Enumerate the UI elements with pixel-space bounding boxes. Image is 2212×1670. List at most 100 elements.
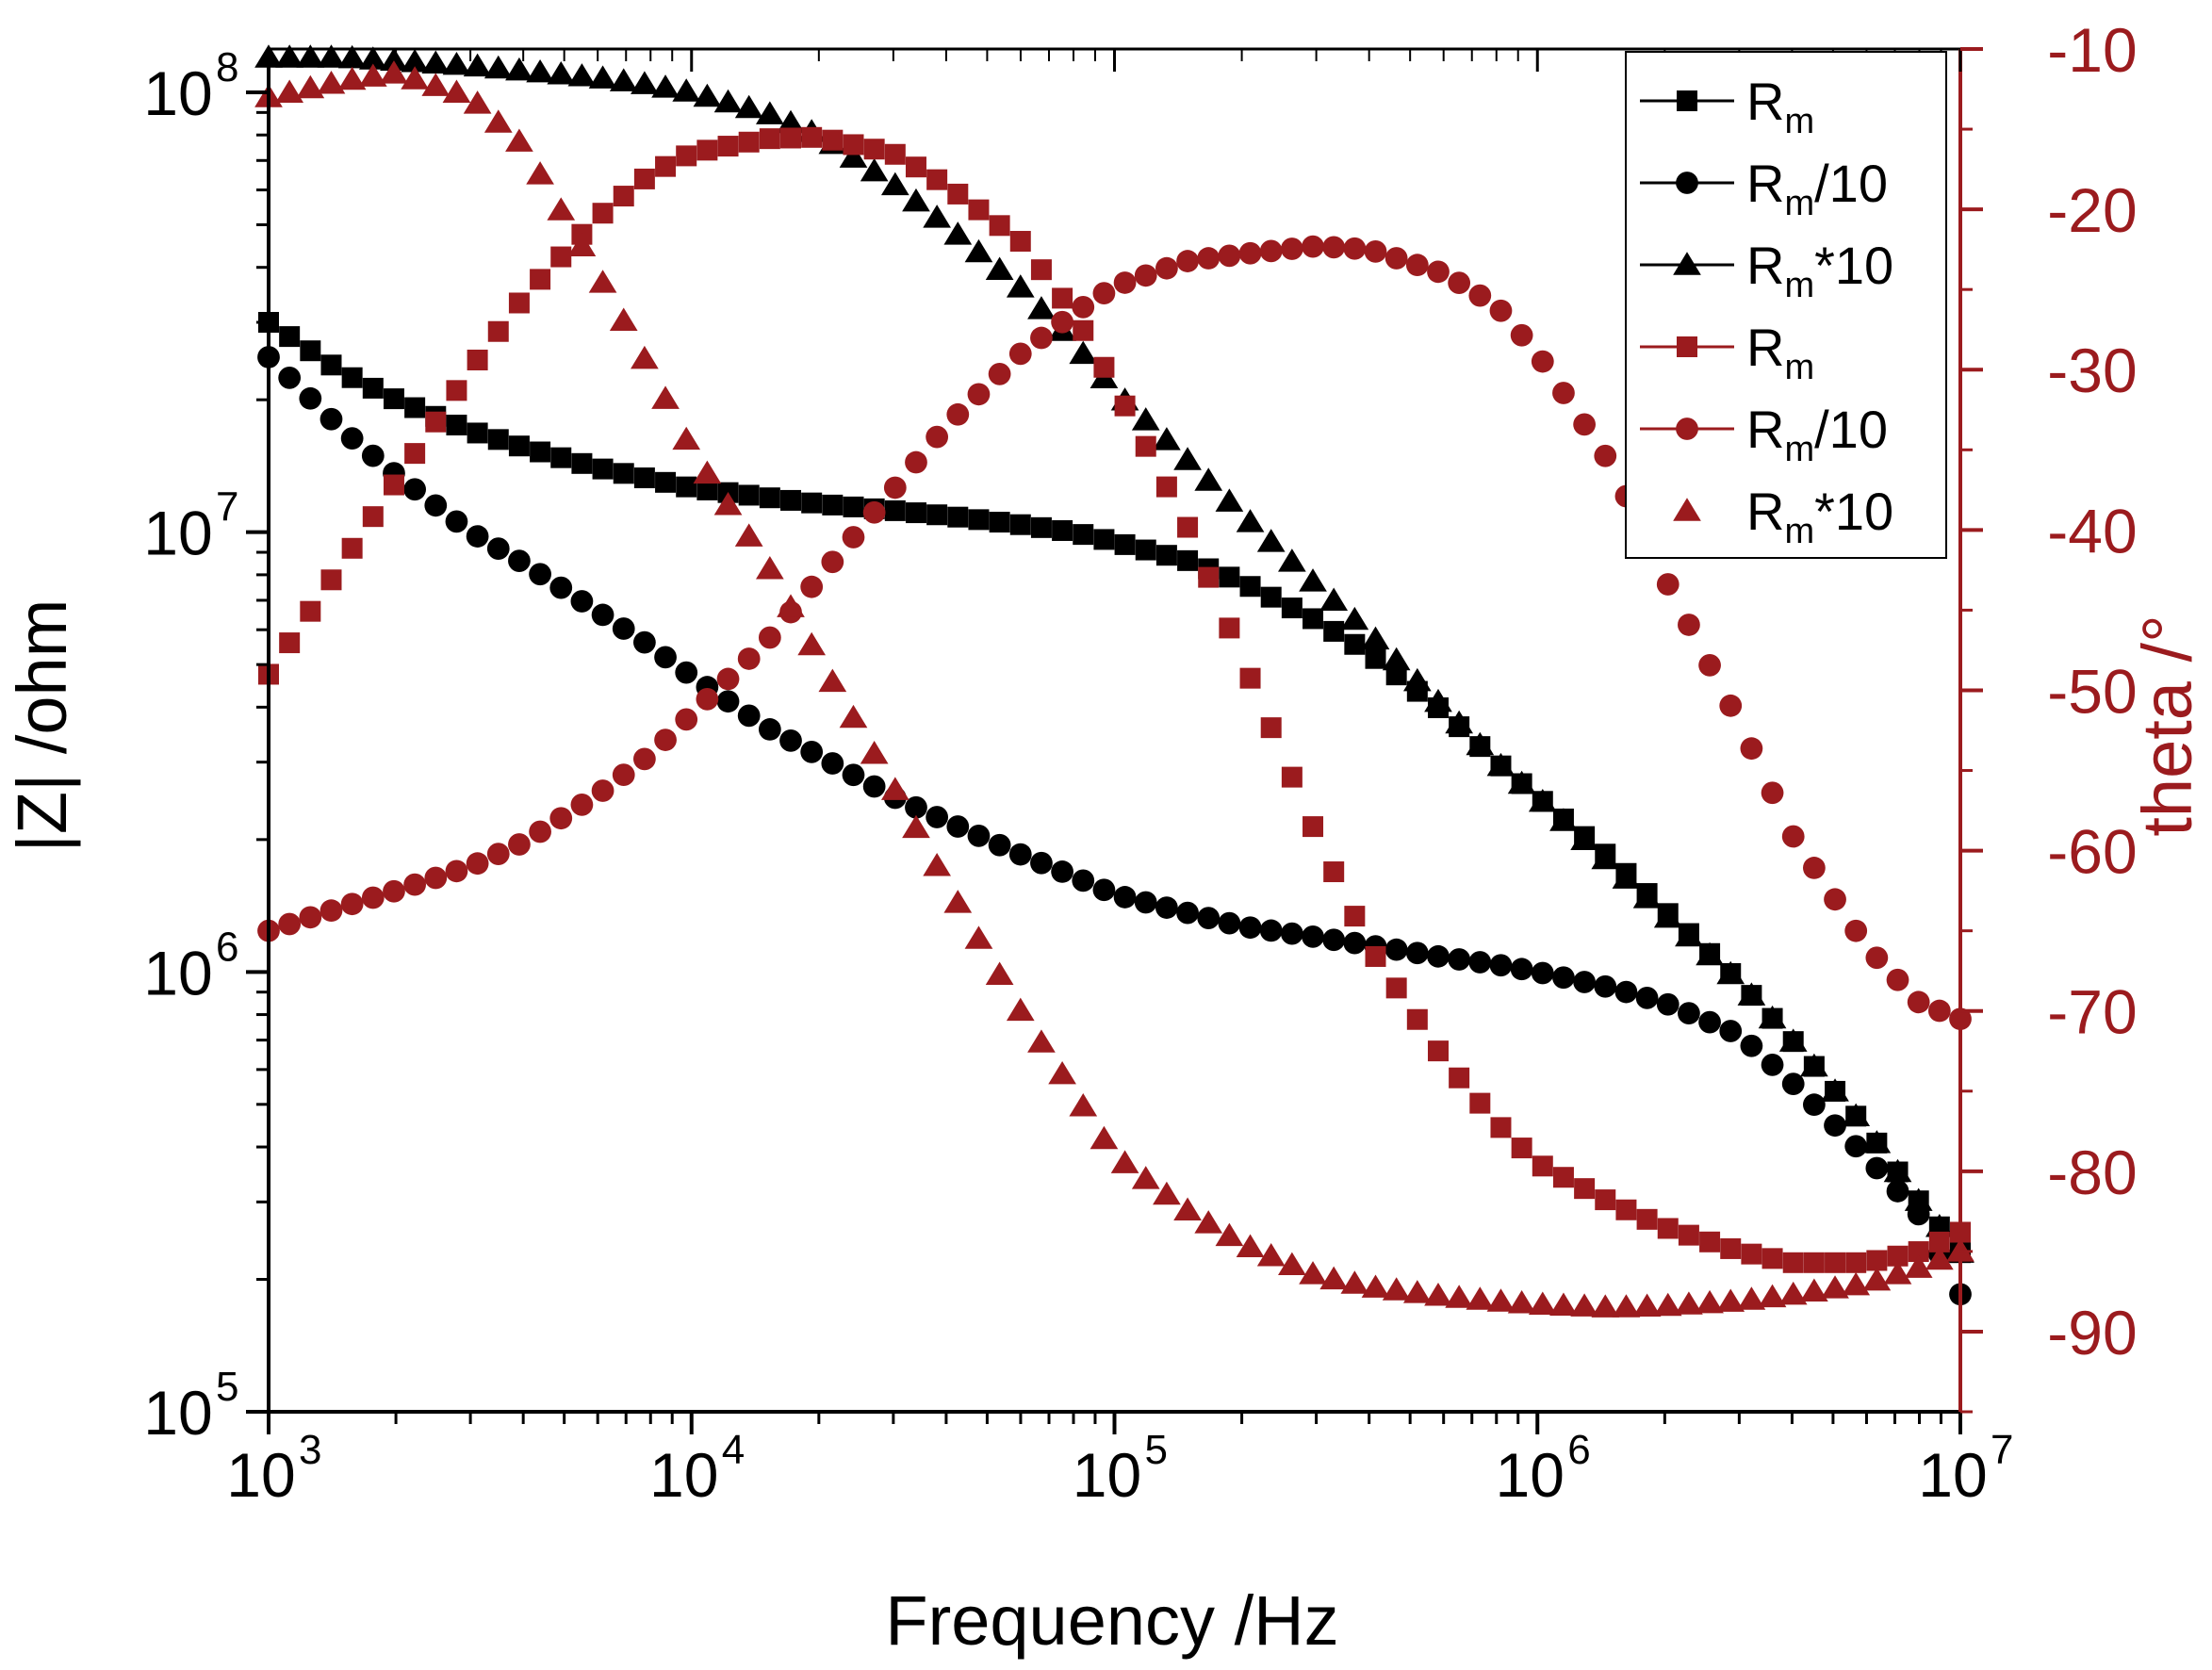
data-point bbox=[1632, 885, 1662, 909]
data-point bbox=[675, 661, 698, 684]
legend-label: Rm/10 bbox=[1746, 400, 1888, 469]
data-point bbox=[383, 388, 404, 410]
data-point bbox=[1699, 1231, 1721, 1252]
data-point bbox=[1866, 1250, 1888, 1271]
data-point bbox=[905, 795, 927, 819]
data-point bbox=[1173, 447, 1202, 470]
data-point bbox=[1176, 250, 1199, 272]
x-tick-exponent: 3 bbox=[299, 1427, 321, 1473]
data-point bbox=[383, 879, 405, 903]
data-point bbox=[696, 139, 718, 161]
data-point bbox=[1299, 1261, 1327, 1285]
data-point bbox=[756, 101, 784, 124]
data-point bbox=[985, 256, 1014, 280]
data-point bbox=[1552, 1167, 1574, 1188]
data-point bbox=[1051, 310, 1073, 334]
data-point bbox=[860, 740, 889, 764]
data-point bbox=[1259, 239, 1283, 263]
data-point bbox=[1278, 548, 1306, 572]
data-point bbox=[1322, 928, 1346, 952]
data-point bbox=[1907, 991, 1930, 1014]
data-point bbox=[797, 631, 827, 656]
data-point bbox=[759, 128, 780, 150]
data-point bbox=[320, 569, 342, 591]
legend-label: Rm bbox=[1746, 318, 1814, 387]
data-point bbox=[424, 494, 448, 517]
data-point bbox=[631, 345, 659, 369]
data-point bbox=[1405, 941, 1429, 965]
data-point bbox=[1449, 1067, 1470, 1089]
data-point bbox=[1361, 1274, 1390, 1298]
data-point bbox=[404, 397, 426, 418]
data-point bbox=[275, 44, 304, 68]
data-point bbox=[1260, 717, 1282, 739]
data-point bbox=[1761, 1054, 1784, 1076]
data-point bbox=[486, 537, 510, 560]
legend-marker bbox=[1673, 498, 1701, 521]
data-point bbox=[862, 775, 886, 798]
data-point bbox=[1720, 1237, 1742, 1259]
data-point bbox=[1052, 287, 1073, 309]
data-point bbox=[526, 161, 554, 185]
data-point bbox=[943, 221, 973, 245]
data-point bbox=[1507, 1289, 1536, 1314]
data-point bbox=[609, 307, 638, 332]
data-point bbox=[1469, 1092, 1491, 1114]
data-point bbox=[1468, 284, 1492, 307]
data-point bbox=[1636, 1208, 1658, 1230]
data-point bbox=[1343, 931, 1367, 955]
y-left-tick-exponent: 6 bbox=[216, 924, 238, 970]
data-point bbox=[1176, 901, 1199, 925]
data-point bbox=[1303, 816, 1324, 838]
data-point bbox=[592, 458, 614, 480]
data-point bbox=[1030, 516, 1052, 538]
data-point bbox=[842, 763, 865, 787]
data-point bbox=[1883, 1261, 1912, 1285]
data-point bbox=[821, 752, 844, 775]
data-point bbox=[300, 340, 321, 362]
data-point bbox=[1466, 731, 1495, 756]
data-point bbox=[383, 474, 404, 496]
data-point bbox=[526, 58, 554, 83]
data-point bbox=[1153, 1181, 1181, 1205]
data-point bbox=[758, 626, 781, 649]
data-point bbox=[341, 537, 363, 559]
data-point bbox=[1528, 788, 1557, 812]
data-point bbox=[362, 377, 384, 399]
data-point bbox=[923, 853, 951, 876]
data-point bbox=[1845, 1252, 1867, 1273]
series-layer bbox=[254, 44, 1974, 1318]
data-point bbox=[737, 647, 761, 670]
legend-marker bbox=[1677, 336, 1697, 357]
data-point bbox=[672, 426, 701, 450]
data-point bbox=[487, 429, 509, 450]
data-point bbox=[843, 134, 864, 156]
data-point bbox=[1051, 860, 1073, 883]
data-point bbox=[1549, 1292, 1578, 1316]
y-left-tick-label: 10 bbox=[143, 1378, 212, 1448]
data-point bbox=[530, 441, 551, 463]
y-right-tick-label: -90 bbox=[2047, 1298, 2137, 1367]
data-point bbox=[442, 79, 471, 104]
data-point bbox=[1549, 808, 1578, 831]
data-point bbox=[839, 144, 868, 168]
data-point bbox=[1737, 1286, 1766, 1310]
data-point bbox=[884, 143, 906, 165]
data-point bbox=[361, 444, 385, 467]
data-point bbox=[1908, 1241, 1929, 1263]
data-point bbox=[1219, 617, 1240, 639]
data-point bbox=[1069, 1093, 1098, 1117]
y-right-tick-label: -60 bbox=[2047, 817, 2137, 887]
data-point bbox=[1365, 945, 1386, 967]
y-left-tick-label: 10 bbox=[143, 58, 212, 128]
data-point bbox=[1218, 911, 1241, 935]
data-point bbox=[1716, 1288, 1745, 1312]
data-point bbox=[1782, 1252, 1804, 1273]
data-point bbox=[713, 491, 743, 516]
data-point bbox=[1800, 1053, 1828, 1077]
data-point bbox=[1027, 296, 1056, 319]
data-point bbox=[508, 435, 530, 457]
data-point bbox=[676, 476, 697, 498]
data-point bbox=[279, 326, 301, 348]
data-point bbox=[1072, 295, 1095, 319]
